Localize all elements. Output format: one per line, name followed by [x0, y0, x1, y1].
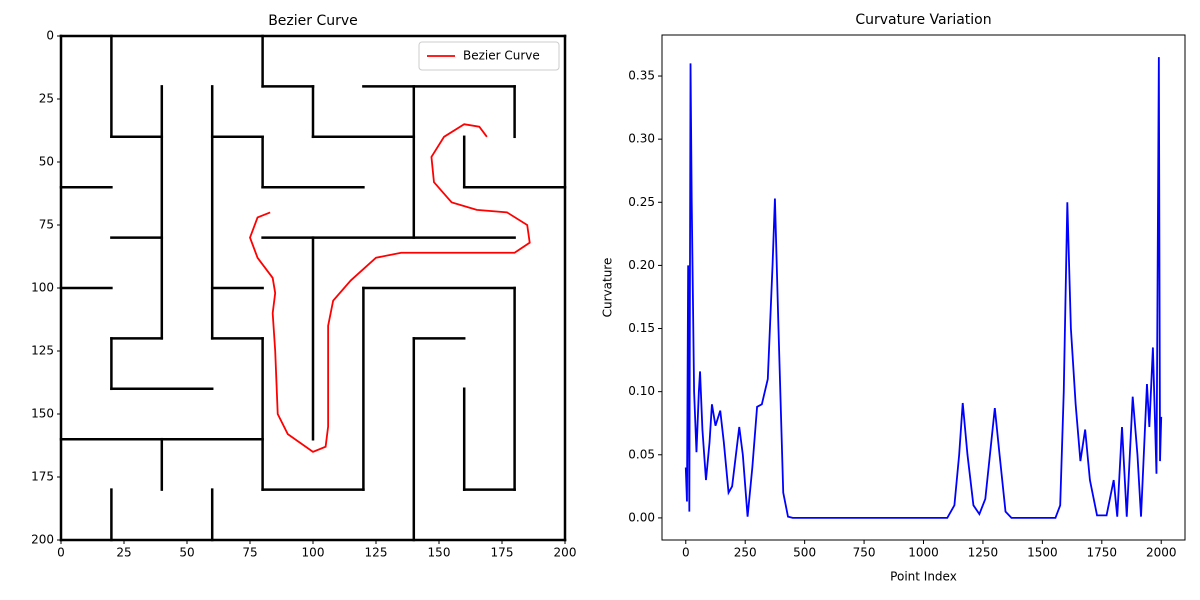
x-tick-label: 250 — [734, 546, 757, 560]
axes-frame — [661, 34, 1186, 541]
y-tick-label: 0.05 — [628, 447, 655, 461]
chart-title: Curvature Variation — [855, 12, 991, 28]
legend-box — [418, 41, 560, 71]
y-tick-label: 0.10 — [628, 384, 655, 398]
y-tick-label: 0.20 — [628, 258, 655, 272]
x-axis-label: Point Index — [890, 570, 957, 584]
data-line — [684, 57, 1163, 519]
y-tick-label: 25 — [39, 92, 54, 106]
x-tick-label: 500 — [793, 546, 816, 560]
y-tick-label: 0.30 — [628, 132, 655, 146]
x-tick-label: 750 — [853, 546, 876, 560]
x-tick-label: 50 — [179, 546, 194, 560]
x-tick-label: 0 — [682, 546, 690, 560]
y-tick-label: 0.15 — [628, 321, 655, 335]
y-tick-label: 0 — [46, 29, 54, 43]
y-tick-label: 0.25 — [628, 195, 655, 209]
y-tick-label: 200 — [31, 533, 54, 547]
y-axis-label: Curvature — [601, 258, 615, 318]
x-tick-label: 175 — [491, 546, 514, 560]
x-tick-label: 100 — [302, 546, 325, 560]
x-tick-label: 200 — [554, 546, 577, 560]
x-tick-label: 0 — [57, 546, 65, 560]
y-tick-label: 50 — [39, 155, 54, 169]
data-line — [249, 123, 531, 453]
x-tick-label: 1500 — [1027, 546, 1058, 560]
y-tick-label: 75 — [39, 218, 54, 232]
y-tick-label: 125 — [31, 344, 54, 358]
x-tick-label: 1250 — [968, 546, 999, 560]
y-tick-label: 175 — [31, 470, 54, 484]
y-tick-label: 0.00 — [628, 510, 655, 524]
chart-title: Bezier Curve — [268, 13, 358, 29]
x-tick-label: 2000 — [1146, 546, 1177, 560]
x-tick-label: 25 — [116, 546, 131, 560]
x-tick-label: 75 — [242, 546, 257, 560]
legend-label: Bezier Curve — [463, 49, 540, 63]
y-tick-label: 0.35 — [628, 69, 655, 83]
y-tick-label: 100 — [31, 281, 54, 295]
x-tick-label: 150 — [428, 546, 451, 560]
x-tick-label: 125 — [365, 546, 388, 560]
x-tick-label: 1000 — [908, 546, 939, 560]
x-tick-label: 1750 — [1087, 546, 1118, 560]
y-tick-label: 150 — [31, 407, 54, 421]
